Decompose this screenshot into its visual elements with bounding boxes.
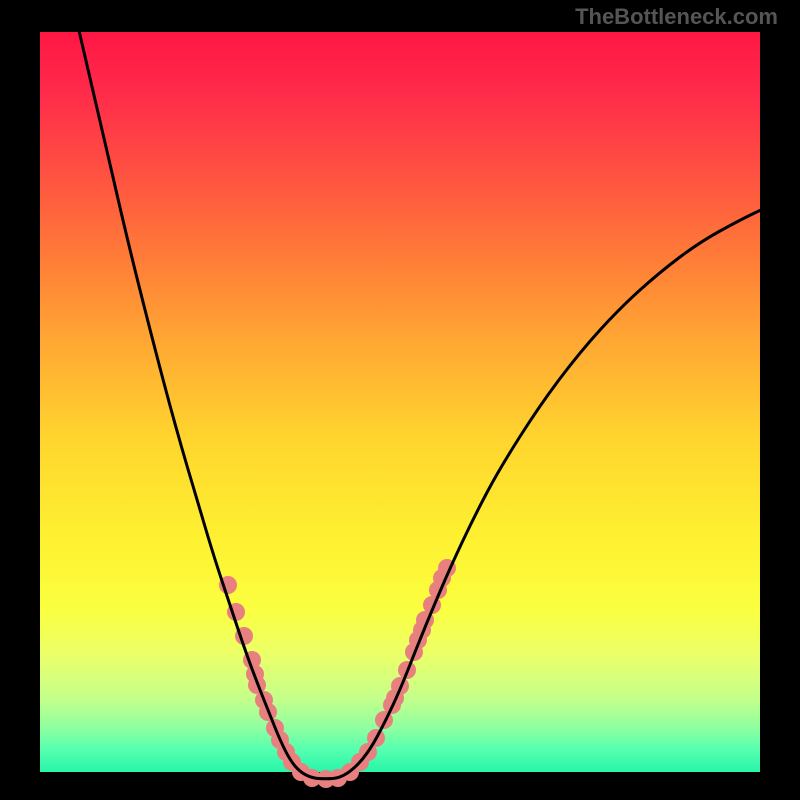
bottleneck-chart-svg xyxy=(0,0,800,800)
plot-area-gradient xyxy=(40,32,760,772)
watermark-text: TheBottleneck.com xyxy=(575,4,778,30)
chart-container: TheBottleneck.com xyxy=(0,0,800,800)
